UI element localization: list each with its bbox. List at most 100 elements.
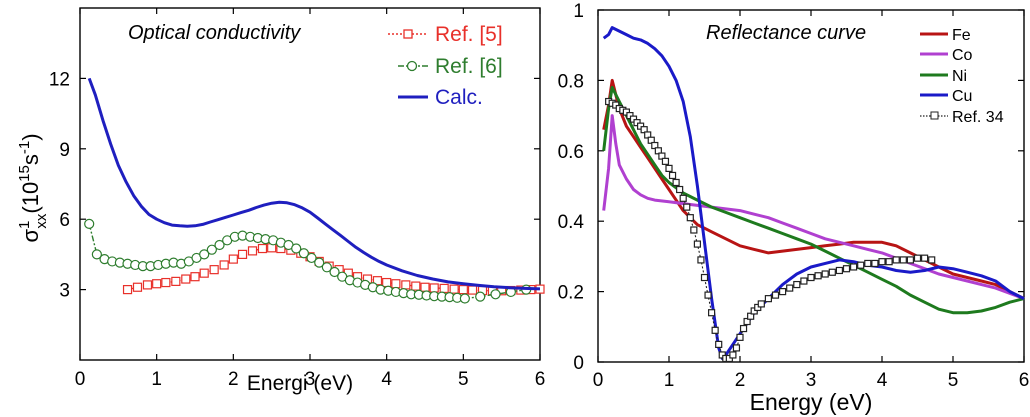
right-point-ref-34-17 bbox=[665, 164, 673, 172]
right-point-ref-34-27 bbox=[700, 273, 709, 282]
right-ytick-label-0-8: 0.8 bbox=[558, 71, 584, 92]
left-point-ref-5-12 bbox=[237, 249, 248, 259]
left-point-ref-5-13 bbox=[247, 246, 258, 256]
right-panel: 0 1 2 3 4 5 6 0 0.2 0.4 0.6 0.8 1 Reflectance curve… bbox=[558, 1, 1030, 415]
right-point-ref-34-56 bbox=[849, 263, 858, 271]
left-point-ref-6-29 bbox=[306, 252, 317, 264]
right-point-ref-34-45 bbox=[771, 291, 780, 299]
right-ytick-label-0: 0 bbox=[573, 353, 584, 374]
legend-ref5-marker bbox=[403, 29, 413, 39]
left-point-ref-5-36 bbox=[467, 285, 478, 295]
right-point-ref-34-20 bbox=[676, 185, 684, 194]
ylabel-open: (10 bbox=[18, 182, 43, 214]
right-point-ref-34-48 bbox=[793, 280, 801, 289]
right-xtick-label-1: 1 bbox=[664, 370, 675, 391]
left-point-ref-6-27 bbox=[291, 243, 302, 254]
left-series-line-calc bbox=[87, 77, 541, 291]
right-point-ref-34-58 bbox=[864, 259, 872, 268]
right-point-ref-34-61 bbox=[885, 258, 893, 266]
left-point-ref-5-0 bbox=[122, 285, 133, 295]
legend-ref5-label: Ref. [5] bbox=[435, 23, 503, 46]
left-point-ref-5-1 bbox=[132, 282, 143, 292]
legend-calc: Calc. bbox=[398, 86, 483, 109]
legend-ref6: Ref. [6] bbox=[398, 55, 503, 78]
ylabel-sup2: 15 bbox=[16, 165, 33, 182]
right-point-ref-34-67 bbox=[928, 256, 936, 264]
right-xtick-label-5: 5 bbox=[948, 370, 959, 391]
right-point-ref-34-18 bbox=[668, 171, 677, 180]
left-point-ref-6-30 bbox=[314, 257, 325, 268]
left-point-ref-6-17 bbox=[214, 239, 225, 251]
right-series-line-ni bbox=[602, 85, 1025, 315]
left-point-ref-5-35 bbox=[458, 285, 468, 295]
right-point-ref-34-55 bbox=[842, 265, 851, 273]
legend-co-label: Co bbox=[952, 47, 973, 64]
legend-ref34-marker bbox=[930, 111, 939, 120]
left-xtick-label-2: 2 bbox=[228, 369, 239, 390]
right-chart-title: Reflectance curve bbox=[706, 22, 866, 44]
right-xtick-label-3: 3 bbox=[806, 370, 817, 391]
ylabel-close: ) bbox=[18, 133, 43, 140]
left-point-ref-5-2 bbox=[142, 280, 153, 290]
right-ytick-label-0-6: 0.6 bbox=[558, 142, 584, 163]
right-point-ref-34-36 bbox=[732, 344, 741, 352]
right-series-group bbox=[602, 26, 1025, 363]
legend-cu: Cu bbox=[920, 88, 972, 105]
left-point-ref-5-7 bbox=[190, 272, 200, 282]
right-xtick-label-6: 6 bbox=[1019, 370, 1030, 391]
left-point-ref-5-34 bbox=[449, 284, 459, 294]
legend-ref34-label: Ref. 34 bbox=[952, 109, 1004, 126]
right-point-ref-34-66 bbox=[920, 254, 929, 262]
left-point-ref-5-10 bbox=[219, 260, 229, 270]
left-point-ref-5-9 bbox=[209, 265, 219, 275]
left-xtick-label-5: 5 bbox=[458, 369, 469, 390]
right-xtick-label-2: 2 bbox=[735, 370, 746, 391]
left-ytick-label-12: 12 bbox=[49, 69, 70, 90]
right-point-ref-34-16 bbox=[661, 157, 670, 165]
left-point-ref-6-31 bbox=[321, 262, 332, 273]
right-series-ref-34 bbox=[605, 97, 936, 363]
legend-ref5: Ref. [5] bbox=[388, 23, 503, 46]
right-x-ticks: 0 1 2 3 4 5 6 bbox=[593, 10, 1030, 391]
right-point-ref-34-35 bbox=[729, 351, 737, 359]
right-point-ref-34-25 bbox=[693, 240, 702, 248]
left-point-ref-5-31 bbox=[420, 282, 430, 292]
right-point-ref-34-63 bbox=[899, 256, 907, 264]
right-point-ref-34-30 bbox=[711, 326, 719, 334]
right-point-ref-34-53 bbox=[828, 268, 836, 276]
left-series-group bbox=[84, 77, 545, 304]
left-point-ref-5-4 bbox=[161, 277, 171, 288]
left-xtick-label-4: 4 bbox=[381, 369, 392, 390]
right-point-ref-34-23 bbox=[686, 214, 694, 222]
right-legend: Fe Co Ni Cu Ref. 34 bbox=[920, 27, 1004, 126]
left-point-ref-5-3 bbox=[152, 279, 162, 289]
left-xtick-label-6: 6 bbox=[535, 369, 546, 390]
left-xtick-label-1: 1 bbox=[151, 369, 162, 390]
legend-ref6-label: Ref. [6] bbox=[435, 55, 503, 78]
left-y-axis-label: σ1xx(1015s-1) bbox=[16, 133, 50, 242]
legend-fe: Fe bbox=[920, 27, 971, 44]
right-ytick-label-0-2: 0.2 bbox=[558, 283, 584, 304]
left-x-axis-label: Energi (eV) bbox=[247, 372, 353, 395]
legend-calc-label: Calc. bbox=[435, 86, 483, 109]
left-ytick-label-6: 6 bbox=[59, 210, 70, 231]
left-series-calc bbox=[87, 77, 541, 291]
right-x-axis-label: Energy (eV) bbox=[750, 389, 873, 415]
right-series-line-co bbox=[602, 114, 1025, 301]
left-xtick-label-0: 0 bbox=[75, 369, 86, 390]
right-point-ref-34-65 bbox=[913, 254, 922, 262]
left-series-ref-6 bbox=[84, 218, 532, 304]
left-point-ref-6-15 bbox=[199, 249, 210, 260]
left-ytick-label-3: 3 bbox=[59, 281, 70, 302]
right-series-ni bbox=[602, 85, 1025, 315]
ylabel-sub: xx bbox=[33, 213, 50, 229]
right-point-ref-34-64 bbox=[906, 256, 915, 264]
left-point-ref-5-33 bbox=[439, 283, 449, 294]
right-point-ref-34-29 bbox=[707, 309, 716, 317]
right-series-co bbox=[602, 114, 1025, 301]
left-point-ref-6-32 bbox=[329, 266, 340, 278]
right-point-ref-34-26 bbox=[697, 256, 705, 264]
left-point-ref-5-14 bbox=[257, 243, 268, 254]
